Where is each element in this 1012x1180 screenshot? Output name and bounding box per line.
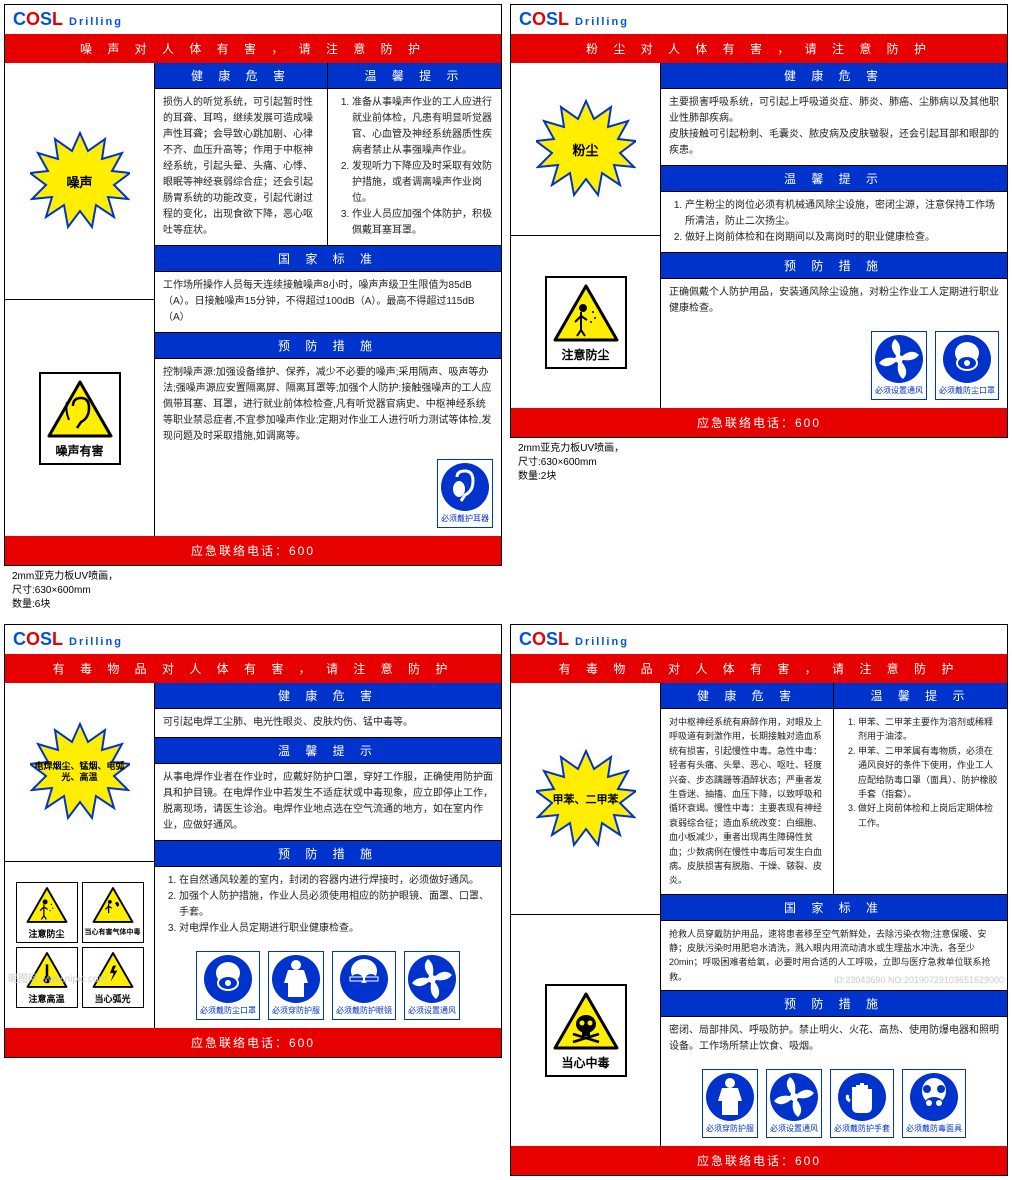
weld-prev-text: 在自然通风较差的室内，封闭的容器内进行焊接时，必须做好通风。加强个人防护措施，作… <box>155 867 501 943</box>
ppe-gloves: 必须戴防护手套 <box>830 1069 894 1138</box>
watermark: 昵图网 www.nipic.com <box>8 970 107 985</box>
title-bar: 粉 尘 对 人 体 有 害 ， 请 注 意 防 护 <box>511 34 1007 63</box>
hazard-starburst: 电焊烟尘、锰烟、电弧光、高温 <box>30 722 130 822</box>
tox-tips-text: 甲苯、二甲苯主要作为溶剂或稀释剂用于油漆。甲苯、二甲苯属有毒物质，必须在通风良好… <box>834 709 1007 894</box>
noise-tips-text: 准备从事噪声作业的工人应进行就业前体检，凡患有明显听觉器官、心血管及神经系统器质… <box>328 89 501 245</box>
poster-toxic: COSL Drilling 有 毒 物 品 对 人 体 有 害 ， 请 注 意 … <box>510 624 1008 1176</box>
hazard-starburst: 噪声 <box>30 131 130 231</box>
warning-sign-poison: 当心中毒 <box>545 984 627 1077</box>
footer: 应急联络电话：600 <box>5 536 501 565</box>
logo: COSL Drilling <box>5 5 501 34</box>
ppe-row: 必须戴护耳器 <box>155 451 501 536</box>
weld-tips-text: 从事电焊作业者在作业时，应戴好防护口罩，穿好工作服，正确使用防护面具和护目镜。在… <box>155 764 501 840</box>
noise-health-text: 损伤人的听觉系统，可引起暂时性的耳聋、耳鸣，继续发展可造成噪声性耳聋；会导致心跳… <box>155 89 328 245</box>
title-bar: 有 毒 物 品 对 人 体 有 害 ， 请 注 意 防 护 <box>5 654 501 683</box>
hdr-std: 国 家 标 准 <box>155 245 501 272</box>
hazard-starburst: 甲苯、二甲苯 <box>536 749 636 849</box>
hdr-health: 健 康 危 害 <box>661 63 1007 89</box>
ppe-dust-mask: 必须戴防尘口罩 <box>196 951 260 1020</box>
hdr-prev: 预 防 措 施 <box>155 332 501 359</box>
warning-sign-noise: 噪声有害 <box>39 372 121 465</box>
ppe-ventilation: 必须设置通风 <box>871 331 927 400</box>
tox-prev-text: 密闭、局部排风、呼吸防护。禁止明火、火花、高热、使用防爆电器和照明设备。工作场所… <box>661 1017 1007 1061</box>
hdr-prev: 预 防 措 施 <box>661 990 1007 1017</box>
ppe-row: 必须设置通风 必须戴防尘口罩 <box>661 323 1007 408</box>
noise-prev-text: 控制噪声源:加强设备维护、保养，减少不必要的噪声;采用隔声、吸声等办法;强噪声源… <box>155 359 501 451</box>
watermark-id: ID:23043690 NO:20190729103651629000 <box>834 975 1004 985</box>
noise-std-text: 工作场所操作人员每天连续接触噪声8小时，噪声声级卫生限值为85dB（A）。日接触… <box>155 272 501 332</box>
dust-tips-text: 产生粉尘的岗位必须有机械通风除尘设施，密闭尘源，注意保持工作场所清洁，防止二次扬… <box>661 192 1007 252</box>
hdr-health: 健 康 危 害 <box>155 63 328 89</box>
ppe-respirator: 必须戴防毒面具 <box>902 1069 966 1138</box>
title-bar: 有 毒 物 品 对 人 体 有 害 ， 请 注 意 防 护 <box>511 654 1007 683</box>
hdr-prev: 预 防 措 施 <box>155 840 501 867</box>
title-bar: 噪 声 对 人 体 有 害 ， 请 注 意 防 护 <box>5 34 501 63</box>
dust-health-text: 主要损害呼吸系统，可引起上呼吸道炎症、肺炎、肺癌、尘肺病以及其他职业性肺部疾病。… <box>661 89 1007 165</box>
logo: COSL Drilling <box>511 5 1007 34</box>
poster-noise: COSL Drilling 噪 声 对 人 体 有 害 ， 请 注 意 防 护 … <box>4 4 502 616</box>
dust-prev-text: 正确佩戴个人防护用品，安装通风除尘设施，对粉尘作业工人定期进行职业健康检查。 <box>661 279 1007 323</box>
ppe-ventilation: 必须设置通风 <box>766 1069 822 1138</box>
footer: 应急联络电话：600 <box>5 1028 501 1057</box>
hdr-tips: 温 馨 提 示 <box>834 683 1007 709</box>
poster-dust: COSL Drilling 粉 尘 对 人 体 有 害 ， 请 注 意 防 护 … <box>510 4 1008 616</box>
ppe-goggles: 必须戴防护眼镜 <box>332 951 396 1020</box>
tox-health-text: 对中枢神经系统有麻醉作用，对眼及上呼吸道有刺激作用，长期接触对造血系统有损害，引… <box>661 709 834 894</box>
footer: 应急联络电话：600 <box>511 408 1007 437</box>
ppe-dust-mask: 必须戴防尘口罩 <box>935 331 999 400</box>
warn-dust-icon: 注意防尘 <box>16 882 78 943</box>
footer: 应急联络电话：600 <box>511 1146 1007 1175</box>
warn-gas-icon: 当心有害气体中毒 <box>82 882 144 943</box>
ppe-ear-protection: 必须戴护耳器 <box>437 459 493 528</box>
poster-grid: COSL Drilling 噪 声 对 人 体 有 害 ， 请 注 意 防 护 … <box>0 0 1012 1180</box>
hdr-health: 健 康 危 害 <box>155 683 501 709</box>
logo: COSL Drilling <box>511 625 1007 654</box>
hdr-tips: 温 馨 提 示 <box>328 63 501 89</box>
hazard-starburst: 粉尘 <box>536 99 636 199</box>
ppe-ventilation: 必须设置通风 <box>404 951 460 1020</box>
ppe-suit: 必须穿防护服 <box>702 1069 758 1138</box>
hdr-std: 国 家 标 准 <box>661 894 1007 921</box>
print-meta: 2mm亚克力板UV喷画，尺寸:630×600mm数量:2块 <box>510 438 1008 488</box>
logo: COSL Drilling <box>5 625 501 654</box>
hdr-tips: 温 馨 提 示 <box>155 737 501 764</box>
ppe-row: 必须戴防尘口罩 必须穿防护服 必须戴防护眼镜 必须设置通风 <box>155 943 501 1028</box>
hdr-prev: 预 防 措 施 <box>661 252 1007 279</box>
print-meta: 2mm亚克力板UV喷画，尺寸:630×600mm数量:6块 <box>4 566 502 616</box>
poster-welding: COSL Drilling 有 毒 物 品 对 人 体 有 害 ， 请 注 意 … <box>4 624 502 1176</box>
hdr-health: 健 康 危 害 <box>661 683 834 709</box>
ppe-row: 必须穿防护服 必须设置通风 必须戴防护手套 必须戴防毒面具 <box>661 1061 1007 1146</box>
warning-sign-dust: 注意防尘 <box>545 276 627 369</box>
ppe-suit: 必须穿防护服 <box>268 951 324 1020</box>
hdr-tips: 温 馨 提 示 <box>661 165 1007 192</box>
weld-health-text: 可引起电焊工尘肺、电光性眼炎、皮肤灼伤、锰中毒等。 <box>155 709 501 737</box>
